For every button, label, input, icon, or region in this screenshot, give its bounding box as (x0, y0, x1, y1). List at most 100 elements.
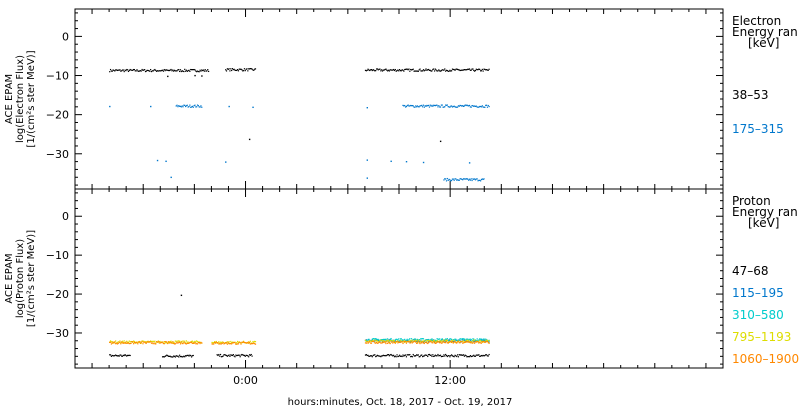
data-point (479, 338, 481, 340)
data-point (162, 70, 165, 72)
data-point (414, 339, 416, 341)
data-point (375, 342, 377, 344)
data-point (480, 354, 483, 357)
data-point (439, 106, 441, 108)
data-point (485, 340, 487, 342)
data-point (379, 339, 381, 342)
data-point (397, 342, 399, 344)
data-point (381, 340, 384, 342)
data-point (249, 67, 251, 70)
data-point (433, 70, 436, 72)
data-point (116, 69, 118, 72)
data-point (476, 338, 478, 340)
data-point (383, 338, 385, 340)
data-point (427, 339, 429, 341)
data-point (365, 339, 367, 341)
data-point (482, 340, 484, 342)
data-point (110, 355, 113, 357)
data-point (415, 341, 417, 343)
data-point (473, 338, 475, 340)
data-point (174, 70, 176, 72)
data-point (121, 355, 123, 357)
data-point (412, 341, 414, 343)
legend-entry: 795–1193 (732, 330, 791, 344)
data-point (381, 340, 383, 342)
data-point (474, 339, 477, 341)
data-point (401, 339, 403, 341)
data-point (252, 342, 254, 345)
data-point (180, 340, 182, 343)
data-point (405, 68, 408, 70)
data-point (184, 356, 186, 358)
data-point (476, 106, 478, 108)
data-point (217, 354, 219, 357)
data-point (251, 342, 253, 344)
data-point (398, 70, 400, 72)
data-point (401, 340, 403, 342)
data-point (462, 354, 464, 356)
y-axis-title-line: [1/(cm²s ster MeV)] (26, 50, 37, 147)
data-point (448, 106, 450, 108)
data-point (383, 355, 385, 357)
data-point (122, 69, 124, 71)
data-point (454, 341, 456, 343)
data-point (416, 341, 419, 343)
data-point (470, 338, 472, 341)
data-point (184, 342, 186, 344)
data-point (160, 70, 162, 72)
data-point (367, 68, 369, 70)
data-point (158, 342, 160, 344)
data-point (248, 341, 251, 343)
data-point (465, 341, 467, 343)
data-point (412, 68, 414, 70)
data-point (151, 342, 153, 344)
data-point (439, 340, 442, 342)
data-point (449, 106, 451, 108)
data-point (202, 69, 204, 72)
data-point (386, 69, 388, 71)
data-point (188, 105, 190, 108)
data-point (436, 341, 438, 343)
data-point (130, 342, 132, 344)
data-point (206, 70, 208, 72)
y-tick-label: −30 (46, 327, 69, 340)
data-point (111, 342, 113, 344)
data-point (180, 355, 182, 358)
data-point (173, 342, 176, 344)
data-point (408, 340, 410, 343)
data-point (130, 69, 132, 71)
data-point (471, 342, 473, 344)
data-point (235, 342, 237, 345)
data-point (115, 69, 118, 71)
data-point (382, 341, 384, 343)
data-point (149, 341, 151, 343)
data-point (109, 354, 111, 356)
data-point (404, 104, 406, 107)
data-point (458, 69, 460, 71)
data-point (114, 70, 116, 72)
data-point (237, 340, 239, 343)
data-point (393, 69, 396, 72)
data-point (132, 343, 135, 345)
data-point (248, 138, 251, 141)
data-point (167, 342, 170, 344)
data-point (169, 342, 171, 344)
data-point (462, 340, 464, 342)
data-point (117, 342, 119, 345)
data-point (370, 342, 372, 344)
data-point (229, 355, 231, 357)
data-point (368, 355, 370, 357)
data-point (394, 341, 396, 343)
data-point (199, 341, 201, 343)
data-point (467, 355, 469, 358)
data-point (378, 340, 380, 342)
data-point (482, 70, 484, 72)
data-point (406, 105, 408, 107)
data-point (177, 342, 179, 344)
data-point (177, 355, 179, 357)
legend-entry: 175–315 (732, 122, 784, 136)
data-point (182, 356, 184, 358)
data-point (402, 354, 404, 356)
data-point (366, 107, 368, 109)
data-point (452, 68, 454, 71)
